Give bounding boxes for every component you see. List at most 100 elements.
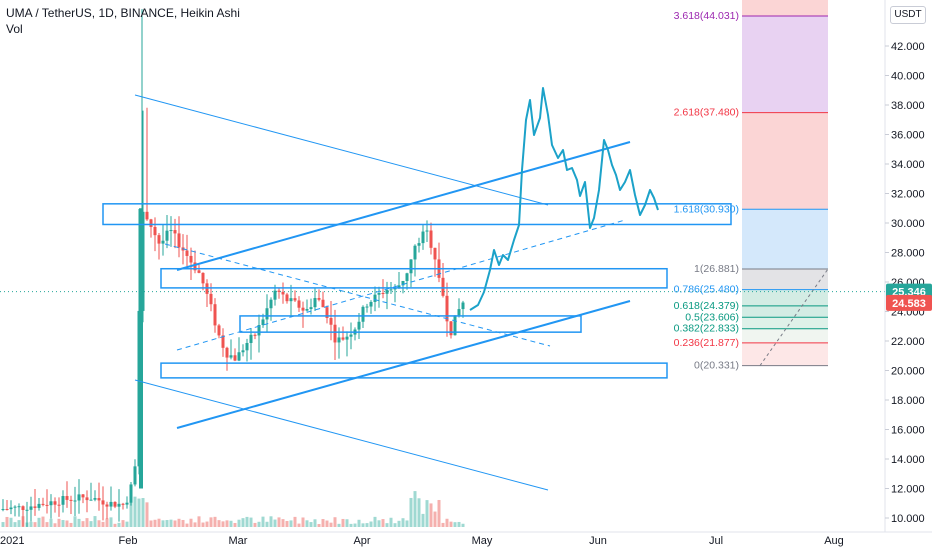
fib-zone	[742, 209, 828, 270]
volume-bar	[357, 519, 361, 527]
candle-body	[41, 503, 45, 505]
volume-bar	[329, 522, 333, 527]
candle-body	[49, 501, 53, 506]
volume-bar	[277, 517, 281, 527]
time-tick-label: Mar	[229, 535, 248, 547]
volume-bar	[353, 523, 357, 527]
volume-bar	[33, 522, 37, 527]
candle-body	[185, 250, 189, 256]
candle-body	[329, 317, 333, 325]
second-price-value: 24.583	[892, 298, 926, 310]
volume-bar	[393, 523, 397, 527]
volume-bar	[325, 520, 329, 527]
volume-bar	[117, 522, 121, 527]
candle-body	[261, 319, 265, 326]
candle-body	[17, 506, 21, 508]
volume-bar	[9, 517, 13, 527]
candle-body	[201, 272, 205, 284]
trend-drawings[interactable]	[0, 87, 885, 491]
candle-body	[189, 255, 193, 263]
candle-body	[249, 334, 253, 343]
candle-body	[149, 219, 153, 227]
price-tick-label: 12.000	[891, 484, 925, 496]
volume-bar	[437, 499, 441, 527]
volume-bar	[73, 516, 77, 527]
price-axis[interactable]: 42.000 40.000 38.000 36.000 34.000 32.000 30.0…	[884, 0, 932, 532]
time-axis[interactable]: 2021 Feb Mar Apr May Jun Jul Aug	[0, 531, 932, 547]
candle-body	[341, 337, 345, 340]
candle-body	[129, 484, 133, 503]
time-tick-label: Jun	[589, 535, 607, 547]
currency-button[interactable]: USDT	[890, 6, 926, 24]
candle-body	[445, 295, 449, 322]
volume-bar	[217, 520, 221, 527]
fib-zone	[742, 269, 828, 290]
candle-body	[345, 336, 349, 340]
time-tick-label: Feb	[119, 535, 138, 547]
volume-bar	[97, 520, 101, 527]
volume-bar	[53, 523, 57, 527]
candle-body	[277, 290, 281, 292]
candle-body	[401, 280, 405, 286]
candle-body	[421, 231, 425, 244]
candle-body	[93, 498, 97, 500]
candle-body	[429, 230, 433, 248]
candle-body	[349, 334, 353, 337]
candle-body	[333, 324, 337, 343]
support-zone-box	[160, 362, 668, 379]
fibonacci-extension[interactable]: 3.618(44.031) 2.618(37.480) 1.618(30.930) 1…	[674, 0, 829, 372]
volume-bar	[461, 523, 465, 527]
candle-body	[385, 289, 389, 294]
candle-body	[269, 299, 273, 309]
candle-body	[105, 504, 109, 507]
volume-bar	[381, 519, 385, 527]
fib-level-label: 2.618(37.480)	[674, 107, 739, 119]
volume-bar	[241, 518, 245, 527]
price-tick-label: 10.000	[891, 513, 925, 525]
volume-bar	[261, 516, 265, 527]
volume-bar	[181, 519, 185, 527]
volume-bar	[321, 519, 325, 527]
candle-body	[253, 334, 257, 336]
price-tick-label: 34.000	[891, 159, 925, 171]
dashed-trend-line	[164, 243, 551, 347]
volume-bar	[373, 516, 377, 527]
candle-body	[177, 233, 181, 248]
candle-body	[69, 499, 73, 501]
fib-level-label: 0.382(22.833)	[674, 323, 739, 335]
volume-label: Vol	[6, 22, 23, 36]
candle-body	[273, 290, 277, 300]
trend-line	[176, 141, 631, 271]
volume-bar	[345, 519, 349, 527]
candle-body	[173, 230, 177, 234]
candle-body	[377, 293, 381, 295]
volume-bar	[13, 522, 17, 527]
candle-body	[161, 240, 165, 244]
volume-bar	[413, 491, 417, 527]
trend-line	[134, 379, 549, 491]
volume-bar	[145, 502, 149, 527]
candle-body	[285, 294, 289, 302]
volume-bar	[317, 523, 321, 527]
candle-body	[337, 337, 341, 343]
candle-body	[57, 504, 61, 506]
volume-bar	[337, 523, 341, 527]
volume-bar	[377, 520, 381, 527]
fib-level-label: 0.618(24.379)	[674, 300, 739, 312]
candle-body	[365, 306, 369, 308]
candle-body	[65, 496, 69, 500]
candle-body	[405, 273, 409, 281]
volume-bar	[101, 521, 105, 527]
volume-bar	[1, 522, 5, 527]
candle-body	[193, 262, 197, 271]
candle-body	[197, 270, 201, 273]
candle-body	[169, 230, 173, 232]
candle-body	[53, 501, 57, 505]
fib-level-label: 0(20.331)	[694, 360, 739, 372]
price-tick-label: 22.000	[891, 336, 925, 348]
volume-bar	[189, 518, 193, 527]
candle-body	[381, 293, 385, 295]
volume-bar	[433, 511, 437, 527]
price-tick-label: 14.000	[891, 454, 925, 466]
